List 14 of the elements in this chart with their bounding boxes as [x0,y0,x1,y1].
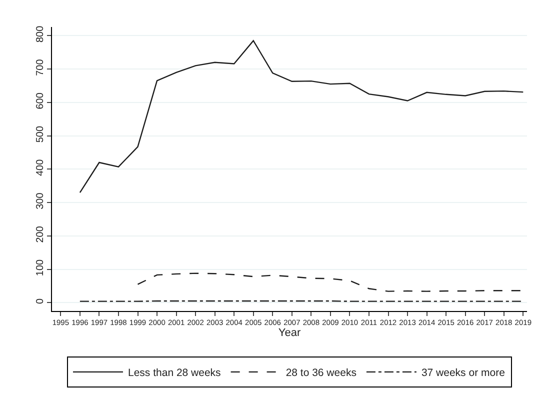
y-tick-label: 0 [35,298,46,304]
legend-label: Less than 28 weeks [128,367,221,380]
y-tick-label: 200 [35,226,46,243]
x-axis-title: Year [278,327,301,340]
y-tick-label: 100 [35,259,46,276]
y-tick-label: 400 [35,158,46,176]
legend-label: 37 weeks or more [421,367,506,380]
legend-label: 28 to 36 weeks [286,367,356,380]
line-series [79,40,524,194]
y-tick-label: 600 [35,92,46,110]
y-tick-label: 700 [35,58,46,76]
y-tick-label: 800 [35,25,46,43]
y-tick-label: 300 [35,192,46,210]
y-tick-label: 500 [35,126,46,143]
